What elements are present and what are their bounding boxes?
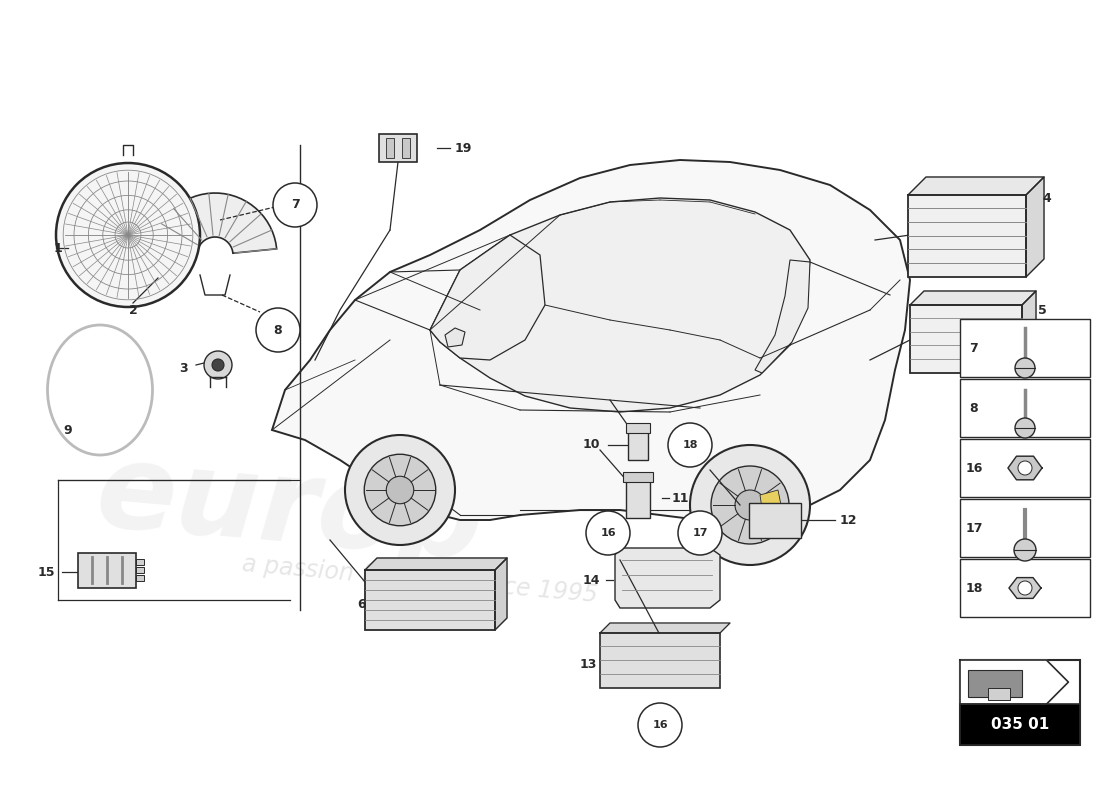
Polygon shape: [446, 328, 465, 347]
Text: 12: 12: [840, 514, 858, 526]
Circle shape: [690, 445, 810, 565]
Text: 11: 11: [672, 491, 690, 505]
Text: 5: 5: [1038, 303, 1047, 317]
Polygon shape: [600, 623, 730, 633]
Text: 1: 1: [54, 242, 63, 254]
Bar: [960, 379, 1090, 437]
Text: 19: 19: [455, 142, 472, 154]
Text: 8: 8: [970, 402, 978, 414]
Polygon shape: [430, 198, 810, 412]
Circle shape: [364, 454, 436, 526]
Bar: [136, 567, 144, 573]
Polygon shape: [1026, 177, 1044, 277]
Polygon shape: [1022, 291, 1036, 373]
Circle shape: [204, 351, 232, 379]
Polygon shape: [908, 177, 1044, 195]
Text: 9: 9: [64, 423, 73, 437]
Bar: [626, 478, 650, 518]
Polygon shape: [495, 558, 507, 630]
Bar: [968, 670, 1022, 698]
Text: 035 01: 035 01: [991, 717, 1049, 732]
Bar: [136, 575, 144, 581]
Polygon shape: [760, 490, 782, 515]
Polygon shape: [156, 193, 277, 254]
Text: a passion for parts since 1995: a passion for parts since 1995: [241, 553, 598, 607]
Text: 15: 15: [37, 566, 55, 578]
Text: 7: 7: [290, 198, 299, 211]
Circle shape: [586, 511, 630, 555]
Polygon shape: [1009, 578, 1041, 598]
Text: 8: 8: [274, 323, 283, 337]
Polygon shape: [272, 160, 910, 525]
Bar: [628, 430, 648, 460]
Circle shape: [1014, 539, 1036, 561]
Bar: [960, 439, 1090, 497]
Bar: [136, 559, 144, 565]
Circle shape: [1018, 461, 1032, 475]
Bar: [960, 499, 1090, 557]
Circle shape: [212, 359, 224, 371]
Text: 16: 16: [652, 720, 668, 730]
Circle shape: [668, 423, 712, 467]
Polygon shape: [430, 235, 544, 360]
Bar: [749, 503, 801, 538]
Bar: [600, 633, 720, 688]
Circle shape: [735, 490, 764, 520]
Text: 2: 2: [129, 303, 138, 317]
Bar: [402, 138, 410, 158]
Text: 17: 17: [966, 522, 982, 534]
Circle shape: [256, 308, 300, 352]
Bar: [910, 305, 1022, 373]
Bar: [78, 553, 136, 588]
Text: 14: 14: [583, 574, 600, 586]
Circle shape: [273, 183, 317, 227]
Text: 16: 16: [601, 528, 616, 538]
Text: 6: 6: [358, 598, 366, 611]
Text: 7: 7: [969, 342, 978, 354]
Text: 18: 18: [682, 440, 697, 450]
Polygon shape: [365, 558, 507, 570]
Circle shape: [678, 511, 722, 555]
Bar: [626, 423, 650, 433]
Circle shape: [1018, 581, 1032, 595]
Bar: [988, 688, 1010, 700]
Circle shape: [1015, 358, 1035, 378]
Polygon shape: [910, 291, 1036, 305]
Polygon shape: [615, 548, 720, 608]
Bar: [960, 704, 1080, 745]
Polygon shape: [960, 660, 1068, 704]
Bar: [960, 660, 1080, 745]
Circle shape: [711, 466, 789, 544]
Circle shape: [638, 703, 682, 747]
Bar: [960, 319, 1090, 377]
Polygon shape: [755, 260, 810, 373]
Bar: [623, 472, 653, 482]
Circle shape: [345, 435, 455, 545]
Text: europ: europ: [91, 436, 488, 584]
Text: 17: 17: [692, 528, 707, 538]
Text: 4: 4: [1042, 191, 1050, 205]
Bar: [386, 138, 394, 158]
Bar: [908, 195, 1026, 277]
Text: 16: 16: [966, 462, 982, 474]
Bar: [365, 570, 495, 630]
Text: 3: 3: [178, 362, 187, 374]
Circle shape: [56, 163, 200, 307]
Circle shape: [1015, 418, 1035, 438]
Circle shape: [386, 476, 414, 504]
Polygon shape: [1008, 456, 1042, 480]
Bar: [960, 559, 1090, 617]
Text: 10: 10: [583, 438, 600, 451]
Text: 18: 18: [966, 582, 982, 594]
Text: 13: 13: [580, 658, 597, 671]
Bar: [379, 134, 417, 162]
